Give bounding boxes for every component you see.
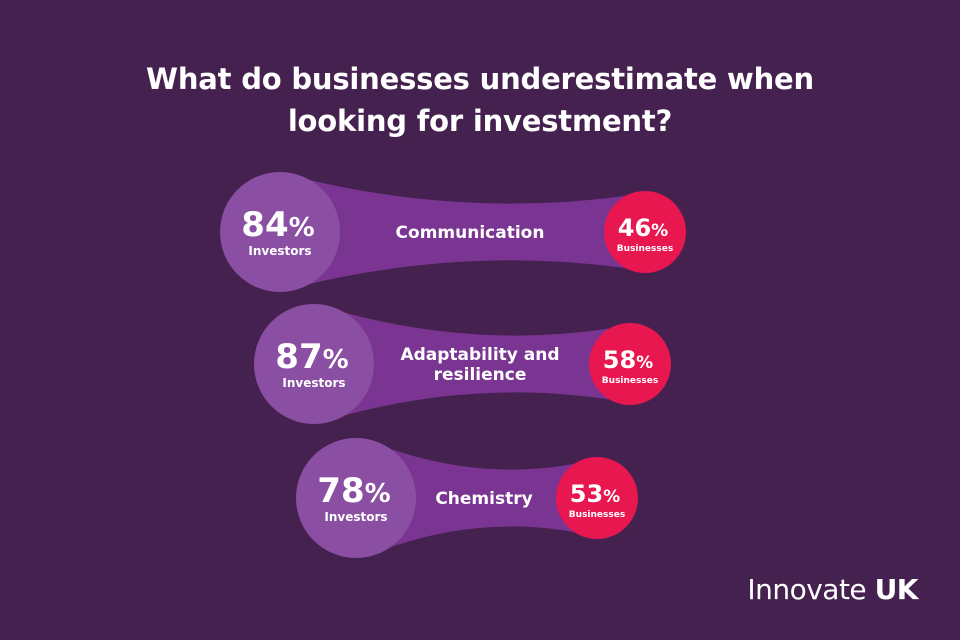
investor-series-label: Investors — [324, 510, 387, 524]
chart-title-line-2: looking for investment? — [287, 104, 673, 138]
business-series-label: Businesses — [617, 244, 673, 254]
chart-title-line-1: What do businesses underestimate when — [146, 62, 814, 96]
connector-band — [335, 310, 630, 418]
business-value-label: 46% — [618, 214, 668, 242]
investor-series-label: Investors — [282, 376, 345, 390]
connector-band — [301, 178, 645, 286]
investor-value-label: 84% — [241, 205, 314, 245]
business-circle — [556, 457, 638, 539]
brand-suffix: UK — [874, 573, 919, 606]
business-circle — [589, 323, 671, 405]
investor-circle — [220, 172, 340, 292]
business-value-label: 53% — [570, 480, 620, 508]
investor-circle — [296, 438, 416, 558]
business-series-label: Businesses — [602, 376, 658, 386]
category-label: Chemistry — [435, 489, 532, 509]
business-value-label: 58% — [603, 346, 653, 374]
investor-circle — [254, 304, 374, 424]
category-label: resilience — [434, 365, 527, 385]
investor-value-label: 78% — [317, 471, 390, 511]
chart-title: What do businesses underestimate when lo… — [0, 58, 960, 142]
innovate-uk-logo: Innovate UK — [747, 573, 918, 606]
category-label: Communication — [396, 223, 545, 243]
business-circle — [604, 191, 686, 273]
investor-value-label: 87% — [275, 337, 348, 377]
business-series-label: Businesses — [569, 510, 625, 520]
category-label: Adaptability and — [400, 345, 559, 365]
brand-name: Innovate — [747, 573, 867, 606]
connector-band — [377, 444, 597, 552]
investor-series-label: Investors — [248, 244, 311, 258]
